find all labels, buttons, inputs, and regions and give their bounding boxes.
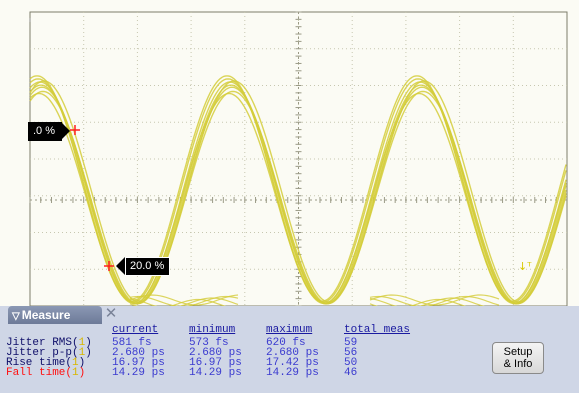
measurement-total: 50 xyxy=(344,357,358,369)
measurement-total: 46 xyxy=(344,367,358,379)
column-header-minimum: minimum xyxy=(189,324,236,336)
eye-trace xyxy=(29,84,567,305)
measurement-label: Jitter p-p(1) xyxy=(6,347,92,359)
measurement-maximum: 2.680 ps xyxy=(266,347,319,359)
measurement-total: 59 xyxy=(344,337,358,349)
threshold-marker-lower[interactable]: 20.0 % xyxy=(115,257,171,276)
measurement-current: 2.680 ps xyxy=(112,347,165,359)
measurement-current: 14.29 ps xyxy=(112,367,165,379)
measurement-minimum: 14.29 ps xyxy=(189,367,242,379)
setup-button-line2: & Info xyxy=(503,358,533,370)
measurement-minimum: 16.97 ps xyxy=(189,357,242,369)
eye-trace-low xyxy=(369,297,500,309)
column-header-total-meas: total meas xyxy=(344,324,411,336)
measurement-label: Jitter RMS(1) xyxy=(6,337,92,349)
measurement-label: Fall time(1) xyxy=(6,367,86,379)
threshold-marker-upper[interactable]: .0 % xyxy=(28,122,71,141)
eye-trace-low xyxy=(129,297,239,309)
measurement-maximum: 620 fs xyxy=(266,337,306,349)
measure-tab-label: Measure xyxy=(21,308,71,322)
eye-trace-low xyxy=(369,295,500,308)
measurement-current: 16.97 ps xyxy=(112,357,165,369)
setup-button-line1: Setup xyxy=(503,346,533,358)
measurement-maximum: 17.42 ps xyxy=(266,357,319,369)
eye-trace xyxy=(29,80,567,303)
measure-tab[interactable]: ▽ Measure xyxy=(8,306,102,324)
eye-trace xyxy=(29,92,567,305)
trigger-level-icon[interactable]: ↓ᵀ xyxy=(518,260,532,273)
eye-trace xyxy=(29,90,567,305)
measure-cursor-top xyxy=(70,125,80,135)
chevron-down-icon: ▽ xyxy=(12,311,20,322)
measurement-label: Rise time(1) xyxy=(6,357,86,369)
measurement-total: 56 xyxy=(344,347,358,359)
setup-info-button[interactable]: Setup & Info xyxy=(492,342,544,374)
measure-cursor-bottom xyxy=(104,261,114,271)
column-header-maximum: maximum xyxy=(266,324,313,336)
measurement-maximum: 14.29 ps xyxy=(266,367,319,379)
close-icon[interactable]: ✕ xyxy=(104,305,118,322)
measurement-current: 581 fs xyxy=(112,337,152,349)
measurement-minimum: 2.680 ps xyxy=(189,347,242,359)
column-header-current: current xyxy=(112,324,159,336)
measurement-minimum: 573 fs xyxy=(189,337,229,349)
